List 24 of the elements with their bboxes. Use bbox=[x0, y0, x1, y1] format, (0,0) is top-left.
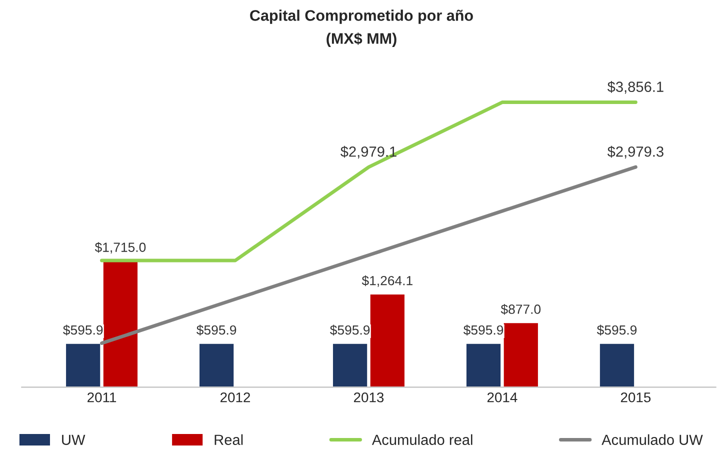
data-label: $595.9 bbox=[330, 324, 370, 336]
data-label: $595.9 bbox=[196, 324, 236, 336]
data-label: $3,856.1 bbox=[607, 81, 664, 94]
legend-label: Real bbox=[214, 434, 243, 445]
legend-label: Acumulado UW bbox=[602, 434, 703, 445]
data-label: $1,715.0 bbox=[94, 242, 146, 254]
data-label: $2,979.1 bbox=[340, 146, 396, 159]
chart-subtitle: (MX$ MM) bbox=[326, 32, 396, 47]
data-label: $877.0 bbox=[500, 304, 541, 315]
x-tick-label: 2012 bbox=[220, 392, 250, 402]
data-label: $2,979.3 bbox=[607, 146, 664, 159]
x-tick-label: 2011 bbox=[88, 392, 116, 402]
x-tick-label: 2013 bbox=[354, 392, 384, 402]
bar bbox=[598, 342, 636, 388]
x-tick-label: 2014 bbox=[487, 392, 518, 402]
chart-title: Capital Comprometido por año bbox=[250, 10, 473, 24]
legend-label: UW bbox=[62, 434, 86, 445]
bar bbox=[198, 342, 236, 388]
data-label: $595.9 bbox=[63, 324, 103, 336]
data-label: $1,264.1 bbox=[362, 275, 412, 287]
data-label: $595.9 bbox=[596, 324, 637, 336]
data-label: $595.9 bbox=[463, 324, 504, 336]
legend-label: Acumulado real bbox=[372, 434, 472, 445]
x-tick-label: 2015 bbox=[620, 392, 651, 402]
